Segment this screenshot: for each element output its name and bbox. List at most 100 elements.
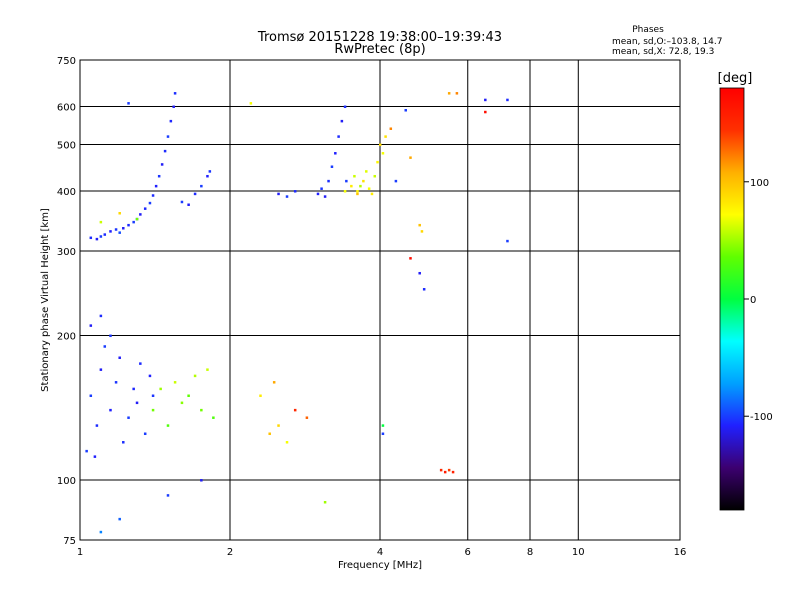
- data-point: [376, 160, 379, 164]
- data-point: [200, 184, 203, 188]
- data-point: [132, 220, 135, 224]
- data-point: [154, 184, 158, 188]
- data-point: [409, 257, 412, 260]
- y-tick-label: 500: [57, 141, 76, 152]
- data-point: [320, 187, 323, 190]
- y-tick-label: 100: [57, 476, 76, 487]
- data-point: [420, 230, 424, 233]
- data-point: [200, 408, 203, 412]
- data-point: [114, 381, 118, 384]
- data-point: [151, 408, 155, 412]
- data-point: [370, 192, 374, 196]
- y-tick-label: 600: [57, 103, 76, 114]
- data-point: [118, 517, 121, 521]
- data-point: [334, 152, 337, 155]
- data-point: [163, 149, 167, 153]
- data-point: [157, 174, 161, 178]
- data-point: [362, 179, 365, 183]
- gridlines: [80, 60, 680, 540]
- data-point: [353, 174, 356, 178]
- data-point: [208, 170, 212, 173]
- data-point: [451, 470, 455, 474]
- x-axis-ticks: 1 2 4 6 8 10 16: [77, 547, 687, 558]
- data-point: [337, 135, 340, 138]
- data-point: [93, 455, 97, 458]
- data-point: [285, 441, 289, 444]
- x-tick-label: 16: [674, 547, 687, 558]
- data-point: [151, 394, 155, 398]
- data-point: [293, 190, 297, 193]
- data-point: [193, 192, 197, 196]
- stats-title: Phases: [632, 25, 664, 35]
- x-tick-label: 4: [377, 547, 383, 558]
- data-point: [89, 324, 93, 327]
- x-tick-label: 1: [77, 547, 83, 558]
- data-point: [143, 207, 147, 210]
- data-point: [132, 387, 135, 391]
- data-point: [159, 387, 162, 391]
- data-point: [187, 203, 190, 206]
- x-tick-label: 2: [227, 547, 233, 558]
- data-point: [127, 223, 130, 227]
- data-point: [169, 119, 173, 123]
- data-point: [118, 231, 121, 234]
- data-point: [330, 165, 334, 168]
- data-point: [381, 424, 385, 427]
- data-point: [384, 135, 387, 138]
- data-point: [187, 394, 190, 398]
- data-point: [418, 271, 421, 275]
- data-point: [340, 119, 344, 123]
- data-point: [212, 416, 215, 419]
- data-point: [359, 184, 362, 188]
- x-tick-label: 10: [572, 547, 585, 558]
- data-point: [148, 374, 152, 378]
- data-point: [350, 184, 353, 188]
- data-point: [285, 195, 289, 198]
- data-point: [249, 102, 253, 105]
- data-point: [206, 368, 209, 371]
- data-point: [345, 179, 348, 183]
- data-point: [404, 109, 407, 112]
- data-point: [343, 105, 347, 109]
- stats-o-mode: mean, sd,O:–103.8, 14.7: [612, 37, 723, 47]
- data-point: [127, 102, 130, 105]
- data-point: [99, 530, 103, 534]
- data-point: [151, 194, 155, 197]
- data-point: [95, 237, 99, 241]
- data-point: [89, 394, 93, 398]
- data-point: [109, 408, 112, 412]
- data-point: [394, 179, 398, 183]
- data-point: [99, 314, 103, 318]
- data-point: [200, 479, 203, 482]
- data-point: [418, 223, 421, 227]
- data-point: [305, 416, 309, 419]
- data-point: [180, 401, 184, 405]
- y-tick-label: 300: [57, 247, 76, 258]
- data-point: [143, 432, 147, 436]
- data-point: [85, 449, 88, 453]
- data-point: [356, 190, 359, 193]
- data-point: [135, 401, 139, 405]
- data-point: [109, 230, 112, 233]
- colorbar-label: [deg]: [718, 71, 753, 86]
- data-point: [381, 152, 385, 155]
- data-point: [367, 187, 371, 190]
- data-point: [506, 98, 509, 102]
- data-point: [206, 174, 209, 178]
- data-point: [95, 424, 99, 427]
- data-point: [166, 135, 170, 138]
- data-point: [379, 143, 382, 147]
- data-point: [180, 200, 184, 204]
- data-point: [484, 98, 487, 102]
- colorbar-ticks: 100 0 -100: [744, 178, 773, 423]
- data-point: [135, 217, 139, 221]
- data-point: [139, 213, 142, 216]
- data-point: [173, 92, 177, 95]
- colorbar-tick-label: 0: [750, 295, 756, 306]
- data-point: [327, 179, 330, 183]
- data-point: [272, 381, 276, 384]
- data-point: [166, 424, 170, 427]
- y-tick-label: 400: [57, 187, 76, 198]
- data-point: [422, 288, 426, 291]
